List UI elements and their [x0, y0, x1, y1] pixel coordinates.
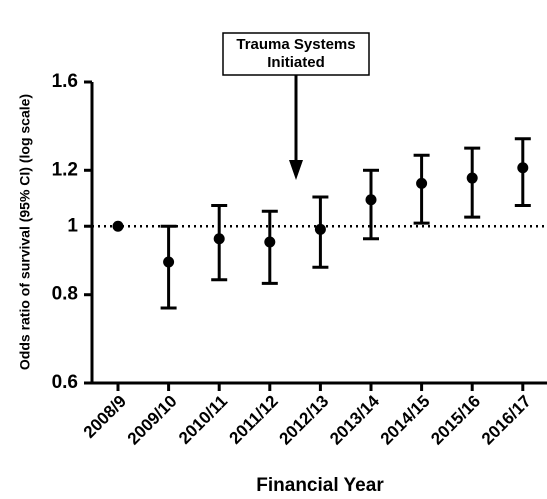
x-tick-label: 2008/9 [80, 392, 130, 442]
y-tick-label: 0.6 [52, 372, 78, 393]
y-tick-label: 1 [67, 215, 78, 236]
x-tick-label: 2015/16 [427, 392, 484, 449]
point [365, 194, 377, 206]
y-tick-label: 0.8 [52, 284, 78, 305]
x-tick-label: 2011/12 [226, 392, 282, 448]
x-axis-title: Financial Year [256, 475, 384, 496]
point [314, 223, 326, 235]
y-tick-label: 1.2 [52, 159, 78, 180]
point [112, 220, 124, 232]
x-tick-label: 2009/10 [124, 392, 181, 449]
y-axis-title: Odds ratio of survival (95% CI) (log sca… [17, 94, 33, 370]
x-tick-label: 2012/13 [276, 392, 333, 449]
x-tick-label: 2010/11 [175, 392, 231, 448]
point [213, 233, 225, 245]
point [416, 177, 428, 189]
x-tick-label: 2014/15 [377, 392, 434, 449]
annotation: Trauma Systems [236, 36, 355, 53]
annotation: Initiated [267, 54, 325, 71]
point [163, 256, 175, 268]
annotation-box [222, 32, 370, 76]
point [517, 162, 529, 174]
x-tick-label: 2013/14 [326, 391, 383, 448]
point [264, 236, 276, 248]
annotation-arrow-head [289, 160, 303, 180]
point [466, 172, 478, 184]
x-tick-label: 2016/17 [478, 392, 535, 449]
y-tick-label: 1.6 [52, 71, 78, 92]
